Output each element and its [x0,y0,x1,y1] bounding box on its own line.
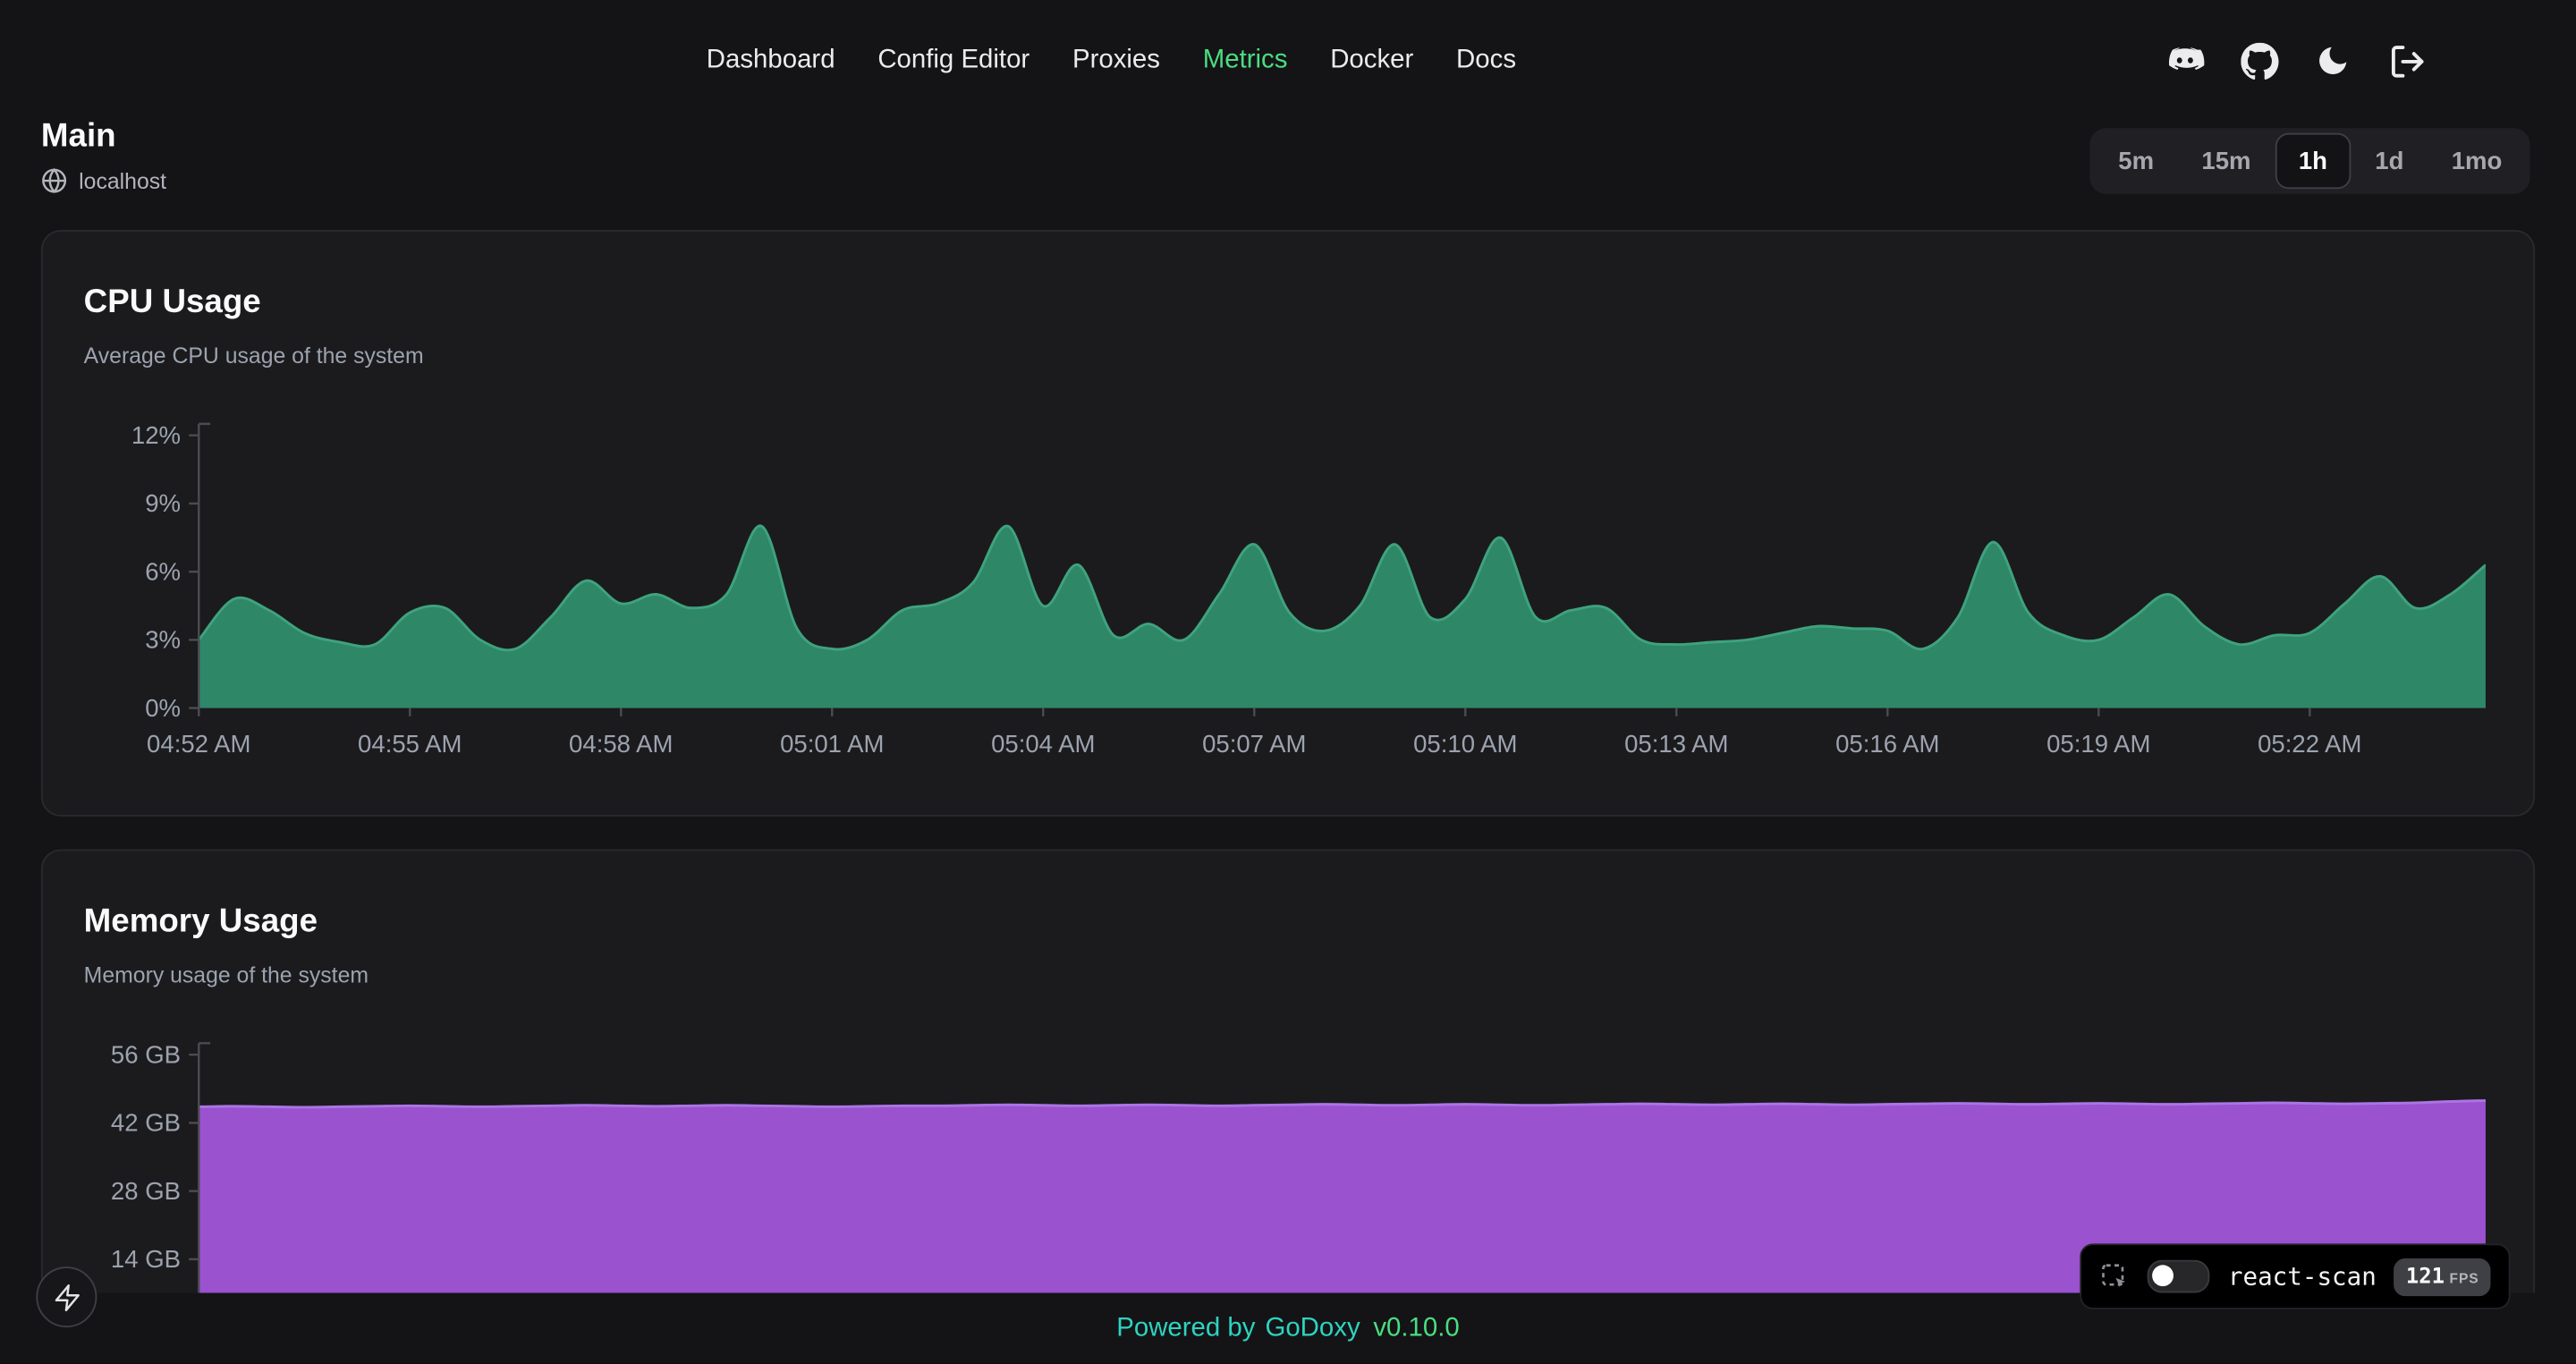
nav-item-config-editor[interactable]: Config Editor [877,46,1030,75]
svg-text:05:04 AM: 05:04 AM [991,730,1095,758]
time-range-label: 15m [2201,147,2250,174]
svg-text:56 GB: 56 GB [111,1040,181,1068]
globe-icon [41,167,67,193]
logout-icon[interactable] [2387,41,2427,80]
time-range-option-1h[interactable]: 1h [2275,133,2351,189]
nav-item-dashboard[interactable]: Dashboard [707,46,835,75]
nav-item-docs[interactable]: Docs [1456,46,1516,75]
nav-item-proxies[interactable]: Proxies [1072,46,1160,75]
svg-text:05:22 AM: 05:22 AM [2258,730,2361,758]
time-range-label: 1d [2375,147,2403,174]
svg-text:05:16 AM: 05:16 AM [1835,730,1939,758]
memory-chart-subtitle: Memory usage of the system [84,962,369,987]
time-range-label: 5m [2118,147,2154,174]
version-link[interactable]: v0.10.0 [1373,1313,1459,1343]
cpu-chart-subtitle: Average CPU usage of the system [84,343,424,369]
react-scan-toggle[interactable] [2148,1260,2210,1293]
nav-icon-group [2165,0,2427,122]
time-range-label: 1mo [2452,147,2503,174]
main-nav: Dashboard Config Editor Proxies Metrics Dock… [707,0,1516,122]
godoxy-metrics-page: Dashboard Config Editor Proxies Metrics Dock… [0,0,2576,1363]
svg-text:04:58 AM: 04:58 AM [569,730,673,758]
svg-text:04:52 AM: 04:52 AM [147,730,250,758]
svg-text:05:07 AM: 05:07 AM [1202,730,1306,758]
host-label: localhost [79,168,166,193]
nav-item-label: Docker [1330,46,1413,73]
svg-text:05:01 AM: 05:01 AM [780,730,884,758]
nav-item-metrics[interactable]: Metrics [1203,46,1288,75]
svg-text:05:19 AM: 05:19 AM [2046,730,2150,758]
svg-text:9%: 9% [145,489,181,517]
time-range-label: 1h [2299,147,2327,174]
host-row: localhost [41,167,166,193]
svg-text:28 GB: 28 GB [111,1177,181,1205]
react-scan-label: react-scan [2228,1262,2377,1292]
svg-text:12%: 12% [131,421,181,449]
zap-icon [52,1283,81,1312]
github-icon[interactable] [2239,41,2278,80]
memory-chart-title: Memory Usage [84,903,318,941]
cpu-usage-chart[interactable]: 0% 3% 6% 9% 12% 04:52 AM 04:55 AM 04:58 AM 05:01… [84,416,2486,764]
time-range-option-15m[interactable]: 15m [2179,133,2275,189]
powered-by-text: Powered by [1116,1313,1255,1343]
nav-item-label: Metrics [1203,46,1288,73]
toggle-knob [2152,1264,2174,1285]
svg-text:05:10 AM: 05:10 AM [1413,730,1517,758]
theme-dark-moon-icon[interactable] [2313,41,2352,80]
inspect-icon[interactable] [2100,1262,2130,1292]
time-range-option-5m[interactable]: 5m [2096,133,2177,189]
fps-badge: 121 FPS [2394,1258,2490,1295]
cpu-chart-title: CPU Usage [84,284,261,322]
godoxy-link[interactable]: GoDoxy [1265,1313,1360,1343]
react-scan-toolbar[interactable]: react-scan 121 FPS [2080,1243,2511,1309]
svg-text:0%: 0% [145,694,181,722]
fps-value: 121 [2406,1264,2445,1289]
zap-button[interactable] [36,1267,97,1327]
nav-item-docker[interactable]: Docker [1330,46,1413,75]
page-title: Main [41,118,166,156]
nav-item-label: Config Editor [877,46,1030,73]
discord-icon[interactable] [2165,41,2205,80]
time-range-selector: 5m 15m 1h 1d 1mo [2090,128,2529,193]
fps-unit: FPS [2450,1269,2479,1285]
svg-text:14 GB: 14 GB [111,1245,181,1273]
time-range-option-1mo[interactable]: 1mo [2428,133,2525,189]
page-header: Main localhost [41,118,166,193]
svg-text:42 GB: 42 GB [111,1109,181,1137]
cpu-usage-card: CPU Usage Average CPU usage of the syste… [41,230,2535,817]
time-range-option-1d[interactable]: 1d [2352,133,2428,189]
svg-text:3%: 3% [145,626,181,654]
svg-text:04:55 AM: 04:55 AM [358,730,462,758]
nav-item-label: Dashboard [707,46,835,73]
svg-text:05:13 AM: 05:13 AM [1624,730,1728,758]
svg-text:6%: 6% [145,557,181,585]
nav-item-label: Docs [1456,46,1516,73]
nav-item-label: Proxies [1072,46,1160,73]
